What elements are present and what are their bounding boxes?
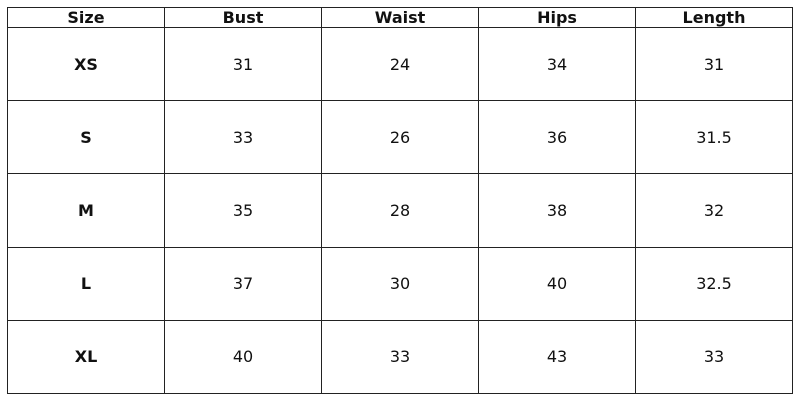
measure-cell: 33 xyxy=(164,100,322,175)
measure-cell: 33 xyxy=(321,319,479,395)
measure-cell: 40 xyxy=(478,246,636,321)
table-row: XS 31 24 34 31 xyxy=(7,26,793,102)
table-body: XS 31 24 34 31 S 33 26 36 31.5 M 35 28 38 32 L 37 30 40 32.… xyxy=(7,26,793,395)
header-row: Size Bust Waist Hips Length xyxy=(7,7,793,28)
size-cell: XL xyxy=(7,319,165,395)
header-cell: Hips xyxy=(478,7,636,28)
measure-cell: 32.5 xyxy=(635,246,793,321)
size-cell: M xyxy=(7,173,165,248)
measure-cell: 37 xyxy=(164,246,322,321)
measure-cell: 38 xyxy=(478,173,636,248)
measure-cell: 31 xyxy=(635,26,793,102)
measure-cell: 35 xyxy=(164,173,322,248)
measure-cell: 36 xyxy=(478,100,636,175)
measure-cell: 28 xyxy=(321,173,479,248)
size-cell: S xyxy=(7,100,165,175)
table-row: M 35 28 38 32 xyxy=(7,173,793,248)
table-row: S 33 26 36 31.5 xyxy=(7,100,793,175)
table-head: Size Bust Waist Hips Length xyxy=(7,7,793,28)
table-row: L 37 30 40 32.5 xyxy=(7,246,793,321)
size-table: Size Bust Waist Hips Length XS 31 24 34 31 S 33 26 3… xyxy=(7,7,793,395)
measure-cell: 26 xyxy=(321,100,479,175)
measure-cell: 43 xyxy=(478,319,636,395)
header-cell: Waist xyxy=(321,7,479,28)
measure-cell: 33 xyxy=(635,319,793,395)
measure-cell: 31.5 xyxy=(635,100,793,175)
measure-cell: 32 xyxy=(635,173,793,248)
measure-cell: 40 xyxy=(164,319,322,395)
measure-cell: 30 xyxy=(321,246,479,321)
measure-cell: 24 xyxy=(321,26,479,102)
measure-cell: 31 xyxy=(164,26,322,102)
header-cell: Length xyxy=(635,7,793,28)
size-cell: XS xyxy=(7,26,165,102)
header-cell: Size xyxy=(7,7,165,28)
header-cell: Bust xyxy=(164,7,322,28)
table-row: XL 40 33 43 33 xyxy=(7,319,793,395)
size-cell: L xyxy=(7,246,165,321)
measure-cell: 34 xyxy=(478,26,636,102)
